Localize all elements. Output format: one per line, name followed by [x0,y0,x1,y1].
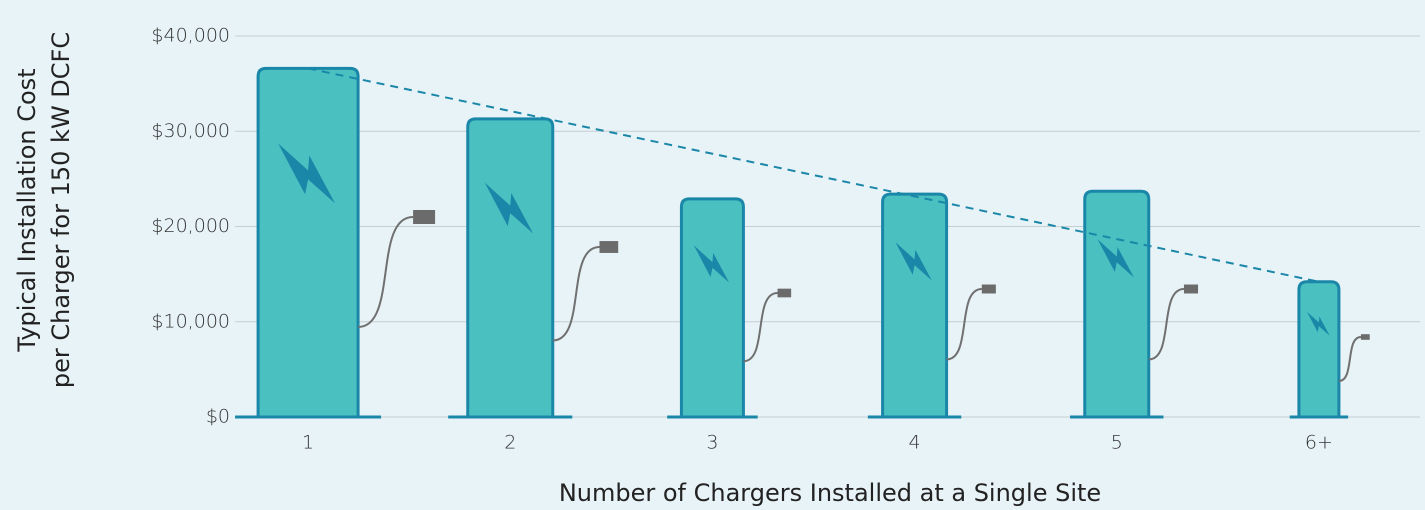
bar [881,192,949,419]
y-tick-label: $40,000 [151,25,230,47]
cable [743,292,778,363]
bar [466,117,555,419]
bar [1083,189,1151,419]
x-axis-label: Number of Chargers Installed at a Single… [559,479,1101,507]
bolt-icon [693,245,730,283]
bar [1297,280,1341,419]
plug [777,288,792,298]
cable [1338,336,1362,382]
bolt-icon [1306,311,1330,336]
plug [1183,284,1199,294]
bolt-icon [1097,239,1135,278]
plug [981,284,996,294]
x-tick-label: 1 [302,432,314,454]
y-tick-label: $30,000 [151,120,230,142]
y-tick-label: $10,000 [151,310,230,332]
y-axis-label: Typical Installation Cost per Charger fo… [13,32,75,388]
x-tick-label: 6+ [1305,432,1333,454]
x-tick-label: 2 [504,432,516,454]
y-label-line: Typical Installation Cost [13,68,41,352]
trend-line [307,67,1320,283]
cable [552,246,600,342]
bolt-icon [895,242,932,281]
bar [256,66,360,419]
bolt-icon [484,182,534,234]
cable [1148,288,1185,361]
x-tick-label: 3 [706,432,718,454]
y-label-line: per Charger for 150 kW DCFC [47,32,75,388]
y-tick-label: $20,000 [151,215,230,237]
bolt-icon [278,143,336,204]
x-tick-label: 5 [1111,432,1123,454]
cable [357,216,414,328]
plug [413,210,436,224]
x-tick-label: 4 [909,432,921,454]
y-tick-label: $0 [206,406,230,428]
bar [679,197,745,419]
plug [1360,334,1370,340]
cable [946,288,982,361]
plug [599,241,619,253]
